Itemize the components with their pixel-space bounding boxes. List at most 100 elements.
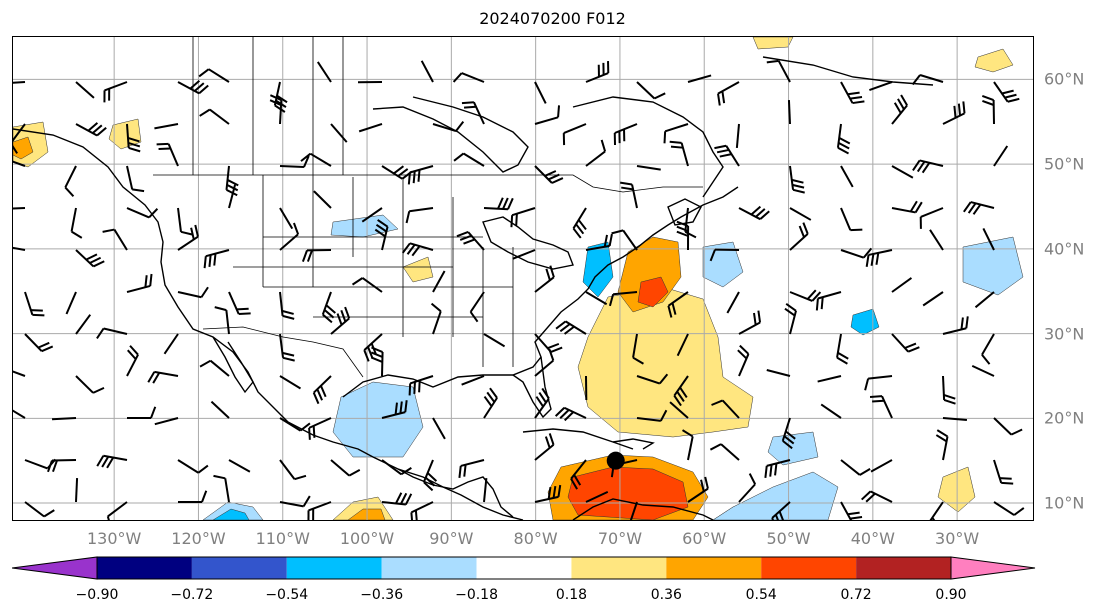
map-title: 2024070200 F012 (479, 9, 626, 28)
wind-barb-27 (358, 123, 383, 133)
wind-barb-96 (840, 247, 873, 259)
wind-barb-148 (408, 375, 434, 396)
wind-barb-212 (629, 501, 638, 520)
wind-barb-40 (13, 160, 26, 167)
anomaly-contour-20 (212, 508, 250, 520)
wind-barb-213 (687, 476, 709, 503)
wind-barb-89 (456, 231, 485, 251)
wind-barb-208 (410, 501, 434, 520)
lat-tick-label: 50°N (1044, 154, 1085, 174)
wind-barb-201 (75, 477, 79, 503)
wind-barb-129 (483, 333, 506, 348)
wind-barb-13 (687, 74, 712, 83)
hudson-bay (372, 96, 529, 173)
wind-barb-172 (636, 409, 668, 422)
colorbar-level-label: 0.18 (555, 587, 588, 603)
wind-barb-69 (483, 197, 514, 211)
wind-barb-30 (534, 105, 561, 125)
wind-barb-22 (126, 123, 141, 153)
wind-barb-0 (13, 81, 26, 84)
lon-tick-label: 50°W (766, 529, 811, 548)
wind-barb-4 (198, 68, 230, 83)
colorbar-level-label: 0.54 (745, 587, 777, 603)
wind-barb-58 (912, 159, 944, 174)
wind-barb-211 (585, 490, 609, 503)
wind-barb-113 (667, 291, 689, 318)
anomaly-contour-23 (974, 48, 1014, 73)
wind-barb-169 (483, 387, 498, 419)
colorbar-segment-7 (666, 557, 762, 579)
wind-barb-187 (381, 459, 412, 476)
wind-barb-198 (935, 429, 949, 461)
wind-barb-171 (554, 406, 587, 422)
wind-barb-183 (177, 459, 209, 474)
wind-barb-197 (870, 459, 893, 473)
wind-barb-6 (316, 61, 332, 83)
wind-barb-128 (430, 302, 442, 335)
wind-barb-144 (199, 359, 230, 377)
labrador-coast (572, 96, 724, 198)
wind-barb-95 (789, 222, 809, 251)
wind-barb-170 (534, 387, 550, 419)
wind-barb-125 (279, 333, 295, 362)
wind-barb-150 (534, 348, 555, 377)
wind-barb-99 (982, 228, 995, 251)
wind-barb-152 (636, 373, 669, 385)
wind-barb-51 (585, 139, 607, 167)
wind-barb-77 (891, 200, 923, 214)
wind-barb-31 (562, 123, 587, 146)
wind-barb-115 (789, 289, 822, 302)
wind-barb-98 (929, 229, 944, 251)
wind-barb-205 (279, 495, 311, 508)
wind-barb-103 (177, 286, 209, 299)
florida-peninsula (512, 356, 552, 419)
wind-barb-196 (840, 459, 871, 476)
anomaly-contour-3 (577, 286, 754, 438)
colorbar-segment-3 (286, 557, 382, 579)
wind-barb-104 (228, 291, 251, 315)
wind-barb-93 (676, 220, 690, 251)
wind-barb-53 (669, 140, 689, 167)
wind-barb-97 (865, 249, 893, 267)
wind-barb-91 (585, 233, 613, 251)
colorbar (12, 556, 1036, 580)
political-border-layer (153, 37, 703, 378)
wind-barb-94 (709, 248, 740, 262)
wind-barb-179 (993, 417, 1023, 436)
wind-barb-82 (102, 228, 128, 251)
wind-barb-71 (572, 207, 587, 239)
wind-barb-203 (177, 490, 208, 504)
colorbar-extend-low (12, 556, 98, 580)
wind-barb-38 (942, 101, 966, 125)
anomaly-contour-15 (13, 136, 34, 160)
anomaly-contour-16 (108, 118, 142, 150)
wind-barb-216 (840, 501, 863, 520)
wind-barb-24 (199, 108, 230, 125)
lat-tick-label: 60°N (1044, 69, 1085, 89)
anomaly-contour-5 (637, 276, 669, 308)
lat-tick-label: 30°N (1044, 324, 1085, 344)
wind-barb-11 (585, 61, 610, 83)
greenland-coast (762, 56, 934, 86)
wind-barb-217 (861, 490, 893, 503)
wind-barb-121 (75, 314, 92, 335)
wind-barb-139 (981, 333, 995, 365)
wind-barb-14 (717, 81, 740, 106)
wind-barb-83 (177, 224, 199, 251)
wind-barb-88 (401, 242, 434, 257)
wind-barb-64 (228, 184, 237, 209)
wind-barb-20 (13, 123, 26, 154)
wind-barb-141 (75, 375, 105, 394)
map-canvas (13, 37, 1033, 520)
wind-barb-195 (764, 459, 791, 478)
lon-tick-label: 30°W (935, 529, 980, 548)
wind-barb-56 (840, 165, 854, 188)
wind-barb-140 (13, 370, 26, 377)
wind-barb-149 (461, 375, 485, 386)
wind-barb-209 (483, 478, 488, 503)
storm-layer (606, 451, 625, 470)
anomaly-contour-25 (767, 431, 819, 466)
colorbar-level-label: 0.90 (935, 587, 967, 603)
wind-barb-182 (96, 454, 128, 469)
wind-barb-124 (214, 306, 230, 335)
